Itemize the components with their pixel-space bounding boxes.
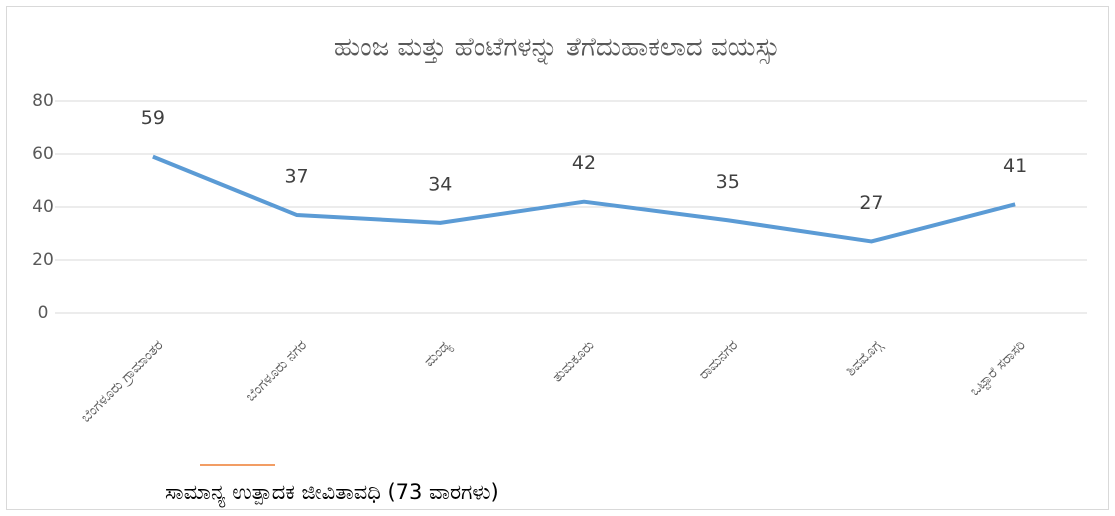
chart-border (6, 6, 1109, 510)
data-label: 42 (572, 152, 596, 174)
chart-title: ಹುಂಜ ಮತ್ತು ಹೆಂಟೆಗಳನ್ನು ತೆಗೆದುಹಾಕಲಾದ ವಯಸ್… (334, 33, 780, 65)
y-tick-label: 20 (32, 250, 54, 270)
y-tick-label: 40 (32, 197, 54, 217)
data-label: 34 (428, 173, 452, 195)
y-tick-label: 80 (32, 91, 54, 111)
data-label: 59 (141, 107, 165, 129)
y-tick-label: 60 (32, 144, 54, 164)
data-label: 27 (859, 192, 883, 214)
data-label: 35 (716, 171, 740, 193)
data-line (152, 154, 1016, 244)
legend-label: ಸಾಮಾನ್ಯ ಉತ್ಪಾದಕ ಜೀವಿತಾವಧಿ (73 ವಾರಗಳು) (165, 480, 499, 507)
y-tick-label: 0 (38, 303, 49, 323)
data-label: 37 (284, 165, 308, 187)
data-label: 41 (1003, 155, 1027, 177)
